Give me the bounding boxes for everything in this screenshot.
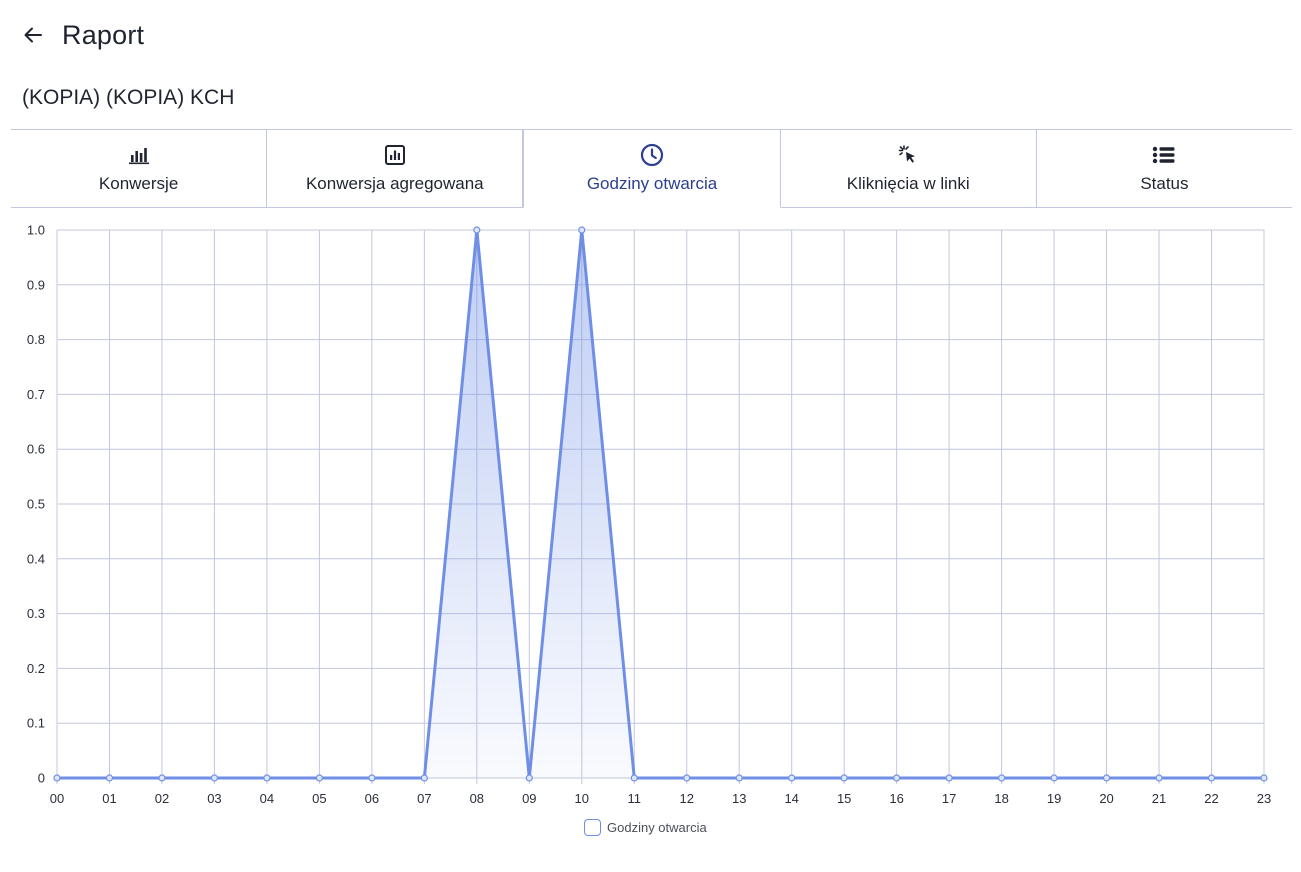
y-axis: 0 0.1 0.2 0.3 0.4 0.5 0.6 0.7 0.8 0.9 1.0 [27,223,45,786]
x-tick-label: 17 [942,791,956,806]
tab-label: Konwersje [98,174,179,193]
x-tick-label: 06 [365,791,379,806]
data-point [840,774,848,782]
data-point [578,226,586,234]
x-tick-label: 16 [889,791,903,806]
x-tick-label: 14 [784,791,798,806]
data-point [788,774,796,782]
data-point [158,774,166,782]
opening-hours-chart: 0 0.1 0.2 0.3 0.4 0.5 0.6 0.7 0.8 0.9 1.0 00 01 02 03… [27,223,1271,807]
x-tick-label: 13 [732,791,746,806]
y-tick-label: 0.2 [27,661,45,676]
page-title: Raport [62,19,145,50]
legend-label: Godziny otwarcia [607,820,707,835]
x-tick-label: 22 [1204,791,1218,806]
data-point [683,774,691,782]
x-tick-label: 15 [837,791,851,806]
tab-klikniecia-w-linki[interactable]: Kliknięcia w linki [780,130,1037,207]
x-tick-label: 02 [155,791,169,806]
data-point [105,774,114,782]
tab-label: Godziny otwarcia [586,174,718,193]
data-point [473,226,481,234]
clock-icon [640,143,664,167]
x-tick-label: 09 [522,791,536,806]
data-point [893,774,901,782]
tab-label: Status [1140,174,1189,193]
data-point [1050,774,1058,782]
series-layer [53,226,1268,782]
y-tick-label: 0.3 [27,606,45,621]
x-tick-label: 18 [994,791,1008,806]
data-point [420,774,428,782]
data-point [1260,774,1268,782]
campaign-name: (KOPIA) (KOPIA) KCH [22,86,235,109]
x-tick-label: 23 [1257,791,1271,806]
boxed-bar-chart-icon [384,145,405,165]
y-tick-label: 0.6 [27,442,45,457]
chart-grid [56,229,1265,779]
data-point [53,774,61,782]
tab-label: Kliknięcia w linki [846,174,970,193]
data-point [368,774,376,782]
x-tick-label: 20 [1099,791,1113,806]
y-tick-label: 1.0 [27,223,45,238]
tab-label: Konwersja agregowana [305,174,484,193]
data-point [1155,774,1163,782]
page-header: Raport [20,18,144,52]
legend-swatch [584,819,601,836]
x-tick-label: 08 [470,791,484,806]
data-point [945,774,953,782]
bar-chart-icon [128,148,149,165]
y-tick-label: 0.4 [27,551,45,566]
series-line [57,228,1264,780]
data-point [210,774,219,782]
y-tick-label: 0.1 [27,716,45,731]
y-tick-label: 0.8 [27,332,45,347]
x-tick-label: 11 [628,791,642,806]
x-tick-label: 01 [102,791,116,806]
cursor-click-icon [898,145,916,163]
y-tick-label: 0.5 [27,497,45,512]
tab-status[interactable]: Status [1036,130,1293,207]
data-point [1102,774,1111,782]
x-tick-label: 10 [575,791,589,806]
tab-konwersja-agregowana[interactable]: Konwersja agregowana [267,130,524,207]
data-point [525,774,533,782]
x-tick-label: 12 [680,791,694,806]
data-point [315,774,323,782]
tab-konwersje[interactable]: Konwersje [11,130,268,207]
data-point [1207,774,1216,782]
arrow-left-icon [24,27,42,43]
chart-legend[interactable]: Godziny otwarcia [584,819,707,836]
y-tick-label: 0.7 [27,387,45,402]
x-axis: 00 01 02 03 04 05 06 07 08 09 10 11 12 13 14 15 16 17 18 19… [50,778,1271,806]
data-point [630,774,638,782]
y-tick-label: 0.9 [27,277,45,292]
data-point [998,774,1006,782]
data-point [735,774,743,782]
x-tick-label: 00 [50,791,64,806]
data-point [263,774,271,782]
report-tabs: Konwersje Konwersja agregowana Godziny o… [11,129,1293,208]
x-tick-label: 04 [260,791,274,806]
x-tick-label: 03 [207,791,221,806]
list-icon [1153,146,1175,164]
x-tick-label: 19 [1047,791,1061,806]
x-tick-label: 21 [1152,791,1166,806]
y-tick-label: 0 [38,771,45,786]
tab-godziny-otwarcia[interactable]: Godziny otwarcia [523,130,781,208]
x-tick-label: 05 [312,791,326,806]
x-tick-label: 07 [417,791,431,806]
back-button[interactable] [20,22,46,48]
